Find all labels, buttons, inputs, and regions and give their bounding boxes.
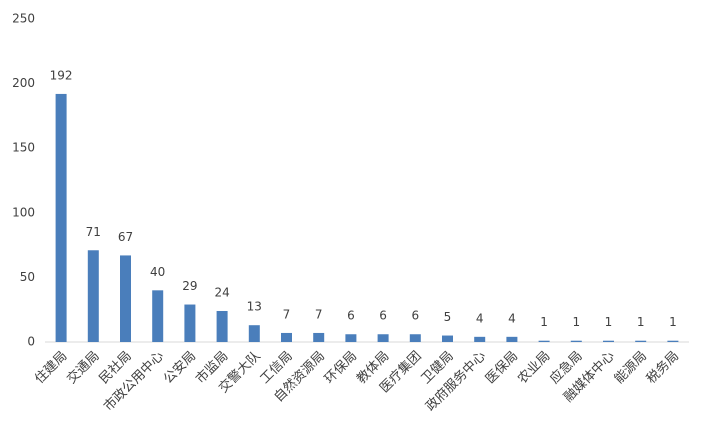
- data-label: 1: [605, 315, 613, 329]
- bar: [538, 340, 550, 342]
- bar: [87, 250, 99, 342]
- x-tick-label: 公安局: [161, 349, 199, 387]
- x-tick-label: 住建局: [32, 349, 70, 387]
- data-label: 4: [508, 311, 516, 325]
- x-tick-label: 医保局: [483, 349, 521, 387]
- y-tick-label: 50: [20, 270, 35, 284]
- data-label: 13: [247, 300, 262, 314]
- bar: [152, 290, 164, 342]
- data-label: 6: [379, 309, 387, 323]
- bar: [313, 332, 325, 342]
- data-label: 192: [50, 68, 73, 82]
- data-label: 40: [150, 265, 165, 279]
- data-label: 4: [476, 311, 484, 325]
- bar: [570, 340, 582, 342]
- y-tick-label: 0: [27, 335, 35, 349]
- data-label: 5: [444, 310, 452, 324]
- y-tick-label: 150: [12, 141, 35, 155]
- bar: [248, 325, 260, 342]
- bar: [377, 334, 389, 342]
- data-label: 1: [572, 315, 580, 329]
- y-tick-label: 100: [12, 205, 35, 219]
- bar: [506, 336, 518, 342]
- bar: [184, 304, 196, 342]
- bar: [216, 310, 228, 342]
- data-label: 24: [214, 285, 229, 299]
- bar: [442, 335, 453, 342]
- bar: [409, 334, 421, 342]
- x-tick-label: 交通局: [64, 348, 103, 387]
- x-tick-label: 税务局: [643, 348, 682, 387]
- data-label: 29: [182, 279, 197, 293]
- x-tick-label: 环保局: [322, 349, 360, 387]
- bar: [603, 340, 614, 342]
- y-tick-label: 250: [12, 12, 35, 26]
- y-tick-label: 200: [12, 76, 35, 90]
- bar: [120, 255, 131, 342]
- data-label: 1: [669, 315, 677, 329]
- bar: [667, 340, 679, 342]
- x-tick-label: 能源局: [612, 349, 650, 387]
- data-label: 6: [347, 309, 355, 323]
- data-label: 71: [86, 225, 101, 239]
- data-label: 67: [118, 230, 133, 244]
- bar: [474, 336, 486, 342]
- bar: [281, 332, 292, 342]
- bar: [55, 93, 67, 342]
- data-label: 1: [540, 315, 548, 329]
- bar: [635, 340, 647, 342]
- x-tick-label: 农业局: [515, 349, 553, 387]
- data-label: 6: [411, 309, 419, 323]
- bar: [345, 334, 357, 342]
- data-label: 7: [315, 307, 323, 321]
- data-label: 7: [283, 307, 291, 321]
- data-label: 1: [637, 315, 645, 329]
